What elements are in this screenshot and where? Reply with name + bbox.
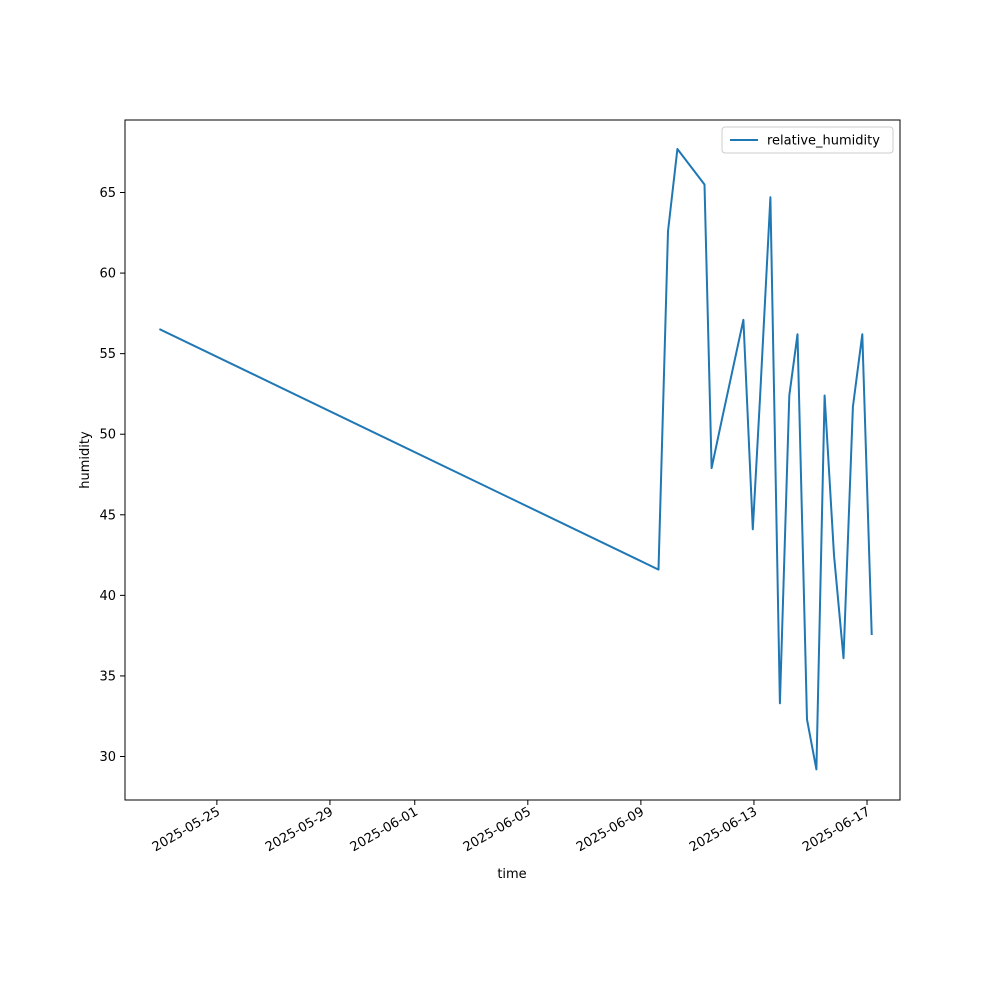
plot-area-frame — [124, 119, 901, 801]
x-axis-ticks: 2025-05-25 2025-05-29 2025-06-01 2025-06-05… — [150, 800, 873, 855]
legend-label: relative_humidity — [767, 134, 880, 149]
x-tick-label: 2025-06-17 — [800, 804, 873, 855]
x-tick-label: 2025-05-25 — [150, 804, 223, 855]
y-axis-ticks: 30 35 40 45 50 55 60 65 — [99, 186, 125, 765]
legend: relative_humidity — [721, 126, 894, 154]
y-tick-label: 60 — [99, 267, 116, 282]
y-tick-label: 50 — [99, 428, 116, 443]
legend-box — [721, 126, 894, 154]
y-tick-label: 55 — [99, 347, 116, 362]
series-layer — [158, 148, 873, 771]
x-tick-label: 2025-06-13 — [687, 804, 760, 855]
y-tick-label: 45 — [99, 508, 116, 523]
series-line-relative-humidity — [158, 148, 873, 771]
x-tick-label: 2025-05-29 — [263, 804, 336, 855]
y-tick-label: 40 — [99, 589, 116, 604]
x-tick-label: 2025-06-05 — [461, 804, 534, 855]
y-tick-label: 35 — [99, 669, 116, 684]
x-tick-label: 2025-06-01 — [348, 804, 421, 855]
y-axis-label: humidity — [78, 431, 93, 489]
y-tick-label: 30 — [99, 750, 116, 765]
x-tick-label: 2025-06-09 — [574, 804, 647, 855]
y-tick-label: 65 — [99, 186, 116, 201]
x-axis-label: time — [497, 867, 526, 882]
